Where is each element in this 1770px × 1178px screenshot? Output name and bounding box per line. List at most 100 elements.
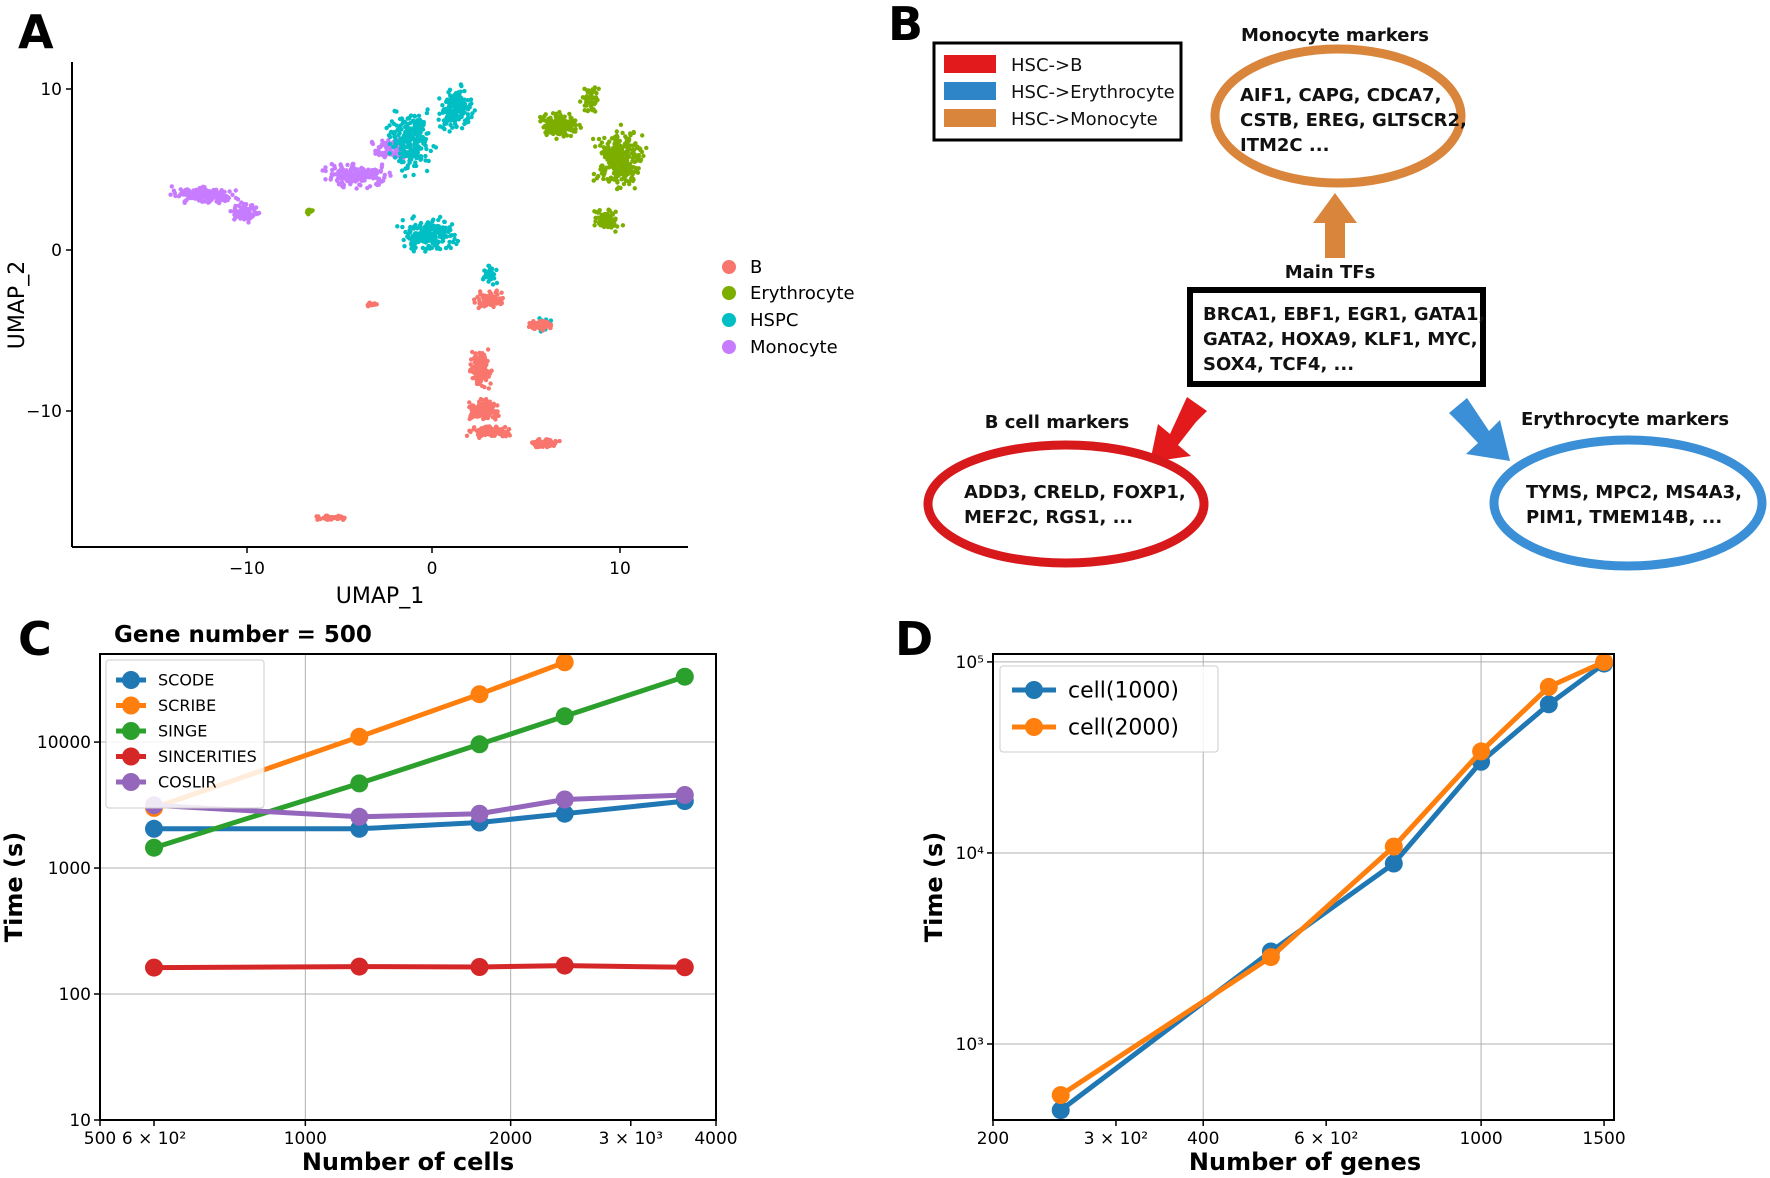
ytick-label: 1000: [48, 859, 91, 879]
umap-point: [591, 171, 597, 177]
chart-d-ylabel: Time (s): [920, 832, 948, 942]
umap-legend-label: Erythrocyte: [750, 283, 855, 304]
umap-point: [401, 150, 406, 156]
legend-label: cell(1000): [1068, 679, 1179, 704]
umap-point: [448, 227, 453, 233]
main-tfs-title: Main TFs: [1285, 262, 1376, 283]
umap-point: [613, 229, 618, 234]
arrow-to-erythrocyte: [1449, 398, 1510, 461]
umap-point: [382, 155, 387, 160]
data-point: [470, 958, 489, 976]
umap-point: [606, 207, 611, 212]
umap-point: [625, 139, 630, 144]
umap-point: [620, 157, 626, 163]
umap-point: [502, 424, 508, 430]
umap-point: [591, 178, 596, 183]
umap-point: [592, 223, 597, 228]
umap-point: [637, 146, 643, 151]
xtick-label: 500: [84, 1129, 116, 1149]
umap-point: [351, 177, 357, 182]
umap-point: [406, 140, 411, 145]
main-tfs-box: [1187, 287, 1486, 387]
umap-legend-label: HSPC: [750, 310, 798, 331]
umap-point: [486, 272, 491, 277]
umap-point: [365, 185, 370, 191]
umap-point: [492, 276, 497, 281]
umap-point: [413, 222, 418, 228]
xtick-label: 400: [1187, 1129, 1219, 1149]
legend-marker: [1025, 718, 1043, 736]
umap-point: [455, 108, 460, 113]
umap-point: [454, 97, 459, 102]
umap-point: [431, 217, 436, 222]
chart-d-ticks: 200 3 × 10² 400 6 × 10² 1000 1500 10³ 10⁴ 10⁵: [956, 653, 1626, 1149]
umap-point: [358, 183, 363, 188]
chart-d-series: [1051, 652, 1614, 1120]
umap-point: [328, 177, 333, 182]
legend-label: SINCERITIES: [158, 747, 257, 766]
umap-point: [489, 296, 494, 301]
umap-point: [476, 427, 481, 433]
data-point: [555, 804, 574, 823]
umap-point: [437, 227, 443, 232]
panel-letter-c: C: [18, 612, 52, 666]
umap-point: [538, 320, 543, 325]
umap-point: [400, 224, 405, 230]
umap-point: [495, 403, 500, 408]
umap-point: [336, 516, 342, 521]
umap-point: [548, 318, 554, 323]
umap-point: [483, 432, 488, 438]
umap-point: [391, 144, 396, 150]
umap-legend-marker: [722, 260, 736, 274]
umap-point: [437, 246, 443, 252]
erythrocyte-markers-line: PIM1, TMEM14B, ...: [1526, 507, 1722, 528]
umap-point: [232, 206, 238, 211]
umap-point: [453, 117, 458, 123]
chart-d: 200 3 × 10² 400 6 × 10² 1000 1500 10³ 10⁴ 10⁵ ce…: [920, 652, 1626, 1176]
umap-point: [442, 121, 447, 127]
umap-point: [639, 149, 645, 155]
umap-point: [424, 146, 429, 152]
umap-point: [209, 193, 214, 198]
umap-point: [380, 138, 385, 143]
series-line-cell-2000-: [1059, 659, 1606, 1098]
umap-point: [490, 282, 496, 287]
umap-point: [257, 210, 262, 216]
umap-point: [503, 432, 508, 437]
umap-point: [426, 158, 431, 164]
umap-point: [615, 224, 620, 229]
umap-point: [640, 133, 645, 138]
umap-point: [452, 236, 457, 242]
arrow-to-b-cell: [1150, 397, 1207, 462]
umap-point: [499, 290, 504, 295]
umap-point: [448, 245, 453, 251]
main-tfs-line: BRCA1, EBF1, EGR1, GATA1,: [1203, 304, 1485, 325]
umap-point: [405, 234, 410, 239]
umap-point: [470, 349, 475, 355]
umap-point: [215, 193, 220, 199]
b-cell-markers-ellipse: [923, 440, 1209, 568]
umap-point: [187, 195, 192, 201]
umap-point: [446, 90, 451, 95]
umap-point: [173, 193, 178, 199]
erythrocyte-markers-ellipse: [1489, 435, 1767, 571]
umap-point: [200, 188, 206, 194]
umap-point: [469, 114, 474, 120]
umap-point: [363, 170, 368, 175]
umap-point: [393, 138, 398, 143]
ytick-label: 100: [59, 985, 91, 1005]
umap-point: [447, 101, 452, 106]
umap-point: [420, 237, 426, 242]
data-point: [470, 685, 489, 704]
legend-label: COSLIR: [158, 773, 217, 792]
umap-point: [387, 123, 392, 128]
umap-point: [437, 96, 442, 101]
umap-point: [432, 234, 438, 239]
umap-point: [585, 108, 590, 114]
umap-point: [478, 363, 483, 369]
umap-point: [397, 151, 403, 156]
umap-point: [483, 397, 489, 402]
umap-point: [420, 245, 426, 251]
umap-point: [416, 144, 421, 149]
umap-point: [373, 151, 378, 156]
